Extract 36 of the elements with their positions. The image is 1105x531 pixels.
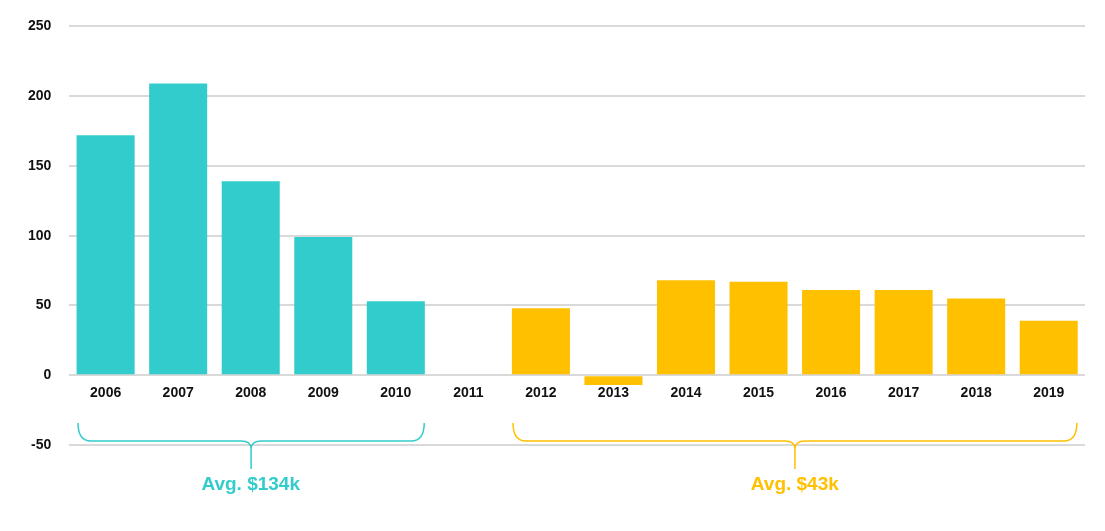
x-tick-label: 2014 xyxy=(670,384,702,401)
bar xyxy=(584,376,643,385)
bar xyxy=(294,237,353,375)
bar xyxy=(1019,320,1078,375)
bar xyxy=(729,281,788,375)
y-tick-label: -50 xyxy=(31,435,52,452)
x-tick-label: 2009 xyxy=(307,384,340,401)
x-tick-label: 2013 xyxy=(597,384,630,401)
x-tick-label: 2015 xyxy=(742,384,775,401)
x-tick-label: 2019 xyxy=(1033,384,1065,401)
y-tick-label: 0 xyxy=(43,366,52,383)
bar xyxy=(221,181,280,375)
text: Avg. $134k xyxy=(200,473,301,496)
bar xyxy=(947,298,1006,375)
x-tick-label: 2010 xyxy=(380,384,412,401)
bar xyxy=(366,301,425,375)
x-tick-label: 2006 xyxy=(90,384,122,401)
y-tick-label: 200 xyxy=(28,87,52,104)
x-tick-label: 2007 xyxy=(162,384,194,401)
bar xyxy=(76,135,135,375)
y-tick-label: 250 xyxy=(28,17,52,34)
x-tick-label: 2018 xyxy=(960,384,992,401)
x-tick-label: 2011 xyxy=(453,384,484,401)
bar xyxy=(802,290,861,375)
x-tick-label: 2016 xyxy=(815,384,847,401)
bar xyxy=(511,308,570,375)
y-tick-label: 150 xyxy=(28,156,52,173)
x-tick-label: 2008 xyxy=(235,384,267,401)
text: Avg. $43k xyxy=(749,473,840,496)
bar xyxy=(874,290,933,375)
bar xyxy=(656,280,716,375)
x-tick-label: 2012 xyxy=(525,384,557,401)
y-tick-label: 50 xyxy=(35,296,52,313)
y-tick-label: 100 xyxy=(28,226,52,243)
x-tick-label: 2017 xyxy=(888,384,920,401)
bar xyxy=(149,83,208,375)
